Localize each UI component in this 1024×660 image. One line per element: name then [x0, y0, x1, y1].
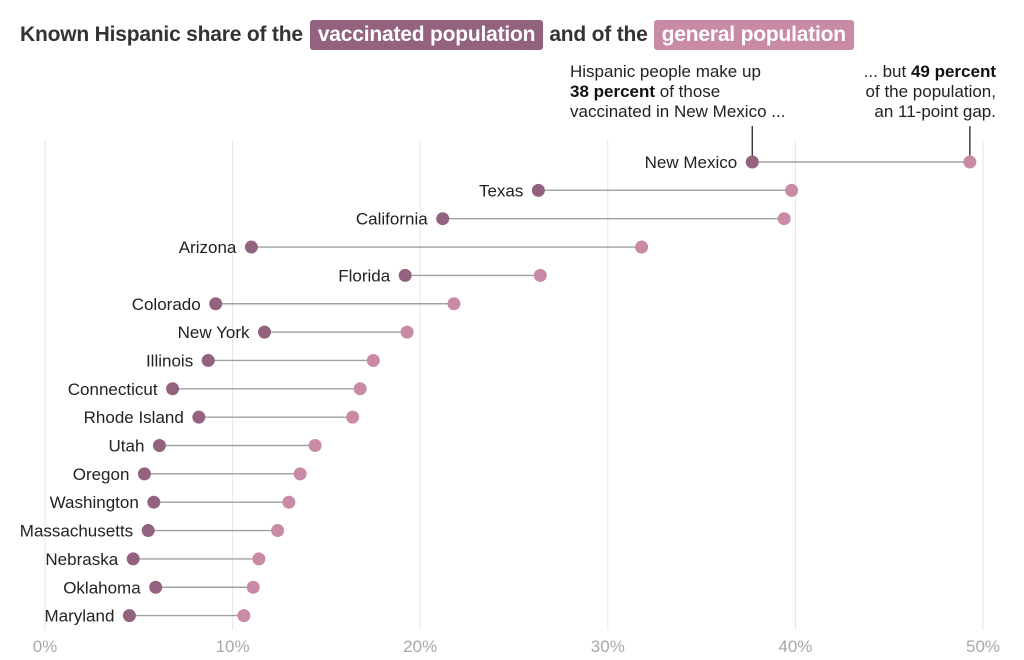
- dot-general-oregon: [293, 467, 307, 481]
- state-label-illinois: Illinois: [146, 351, 193, 370]
- state-label-new-york: New York: [178, 323, 250, 342]
- dot-general-maryland: [237, 609, 251, 623]
- state-label-connecticut: Connecticut: [68, 380, 158, 399]
- dot-vaccinated-texas: [531, 183, 545, 197]
- dot-vaccinated-washington: [147, 495, 161, 509]
- legend-chip-general: general population: [653, 20, 854, 50]
- dot-vaccinated-utah: [152, 439, 166, 452]
- state-label-colorado: Colorado: [132, 295, 201, 314]
- x-tick-label-40: 40%: [778, 637, 812, 656]
- dot-general-florida: [533, 268, 547, 282]
- dot-vaccinated-new-york: [257, 325, 271, 339]
- annotation-right-line2: of the population,: [865, 82, 996, 101]
- row-illinois: Illinois: [146, 351, 380, 370]
- dot-vaccinated-illinois: [201, 353, 215, 367]
- x-tick-label-20: 20%: [403, 637, 437, 656]
- annotation-left-bold: 38 percent: [570, 82, 656, 101]
- row-florida: Florida: [338, 266, 547, 285]
- state-label-oklahoma: Oklahoma: [63, 578, 141, 597]
- dot-general-illinois: [366, 353, 380, 367]
- title-middle: and of the: [549, 23, 648, 46]
- dot-general-connecticut: [353, 382, 367, 396]
- annotation-left-line1: Hispanic people make up: [570, 62, 761, 81]
- row-texas: Texas: [479, 181, 799, 200]
- dot-general-arizona: [635, 240, 649, 254]
- annotation-right-bold: 49 percent: [910, 62, 996, 81]
- dot-general-massachusetts: [271, 524, 285, 538]
- state-label-massachusetts: Massachusetts: [20, 522, 133, 541]
- dot-vaccinated-nebraska: [126, 552, 140, 566]
- grid-layer: [44, 140, 984, 630]
- row-washington: Washington: [50, 493, 296, 512]
- row-oregon: Oregon: [73, 465, 307, 484]
- state-label-california: California: [356, 210, 428, 229]
- row-maryland: Maryland: [44, 607, 251, 626]
- row-utah: Utah: [109, 437, 322, 456]
- row-massachusetts: Massachusetts: [20, 522, 285, 541]
- dot-general-texas: [785, 183, 799, 197]
- row-nebraska: Nebraska: [45, 550, 266, 569]
- state-label-rhode-island: Rhode Island: [84, 408, 184, 427]
- row-connecticut: Connecticut: [68, 380, 367, 399]
- dot-vaccinated-california: [436, 212, 450, 226]
- state-label-washington: Washington: [50, 493, 139, 512]
- annotation-right-line1-pre: ... but: [863, 62, 911, 81]
- row-new-york: New York: [178, 323, 414, 342]
- dot-vaccinated-colorado: [209, 297, 223, 311]
- dot-general-california: [777, 212, 791, 226]
- dot-general-oklahoma: [246, 580, 260, 594]
- state-label-maryland: Maryland: [44, 607, 114, 626]
- dot-vaccinated-new-mexico: [745, 155, 759, 169]
- row-colorado: Colorado: [132, 295, 461, 314]
- row-new-mexico: New Mexico: [645, 153, 977, 172]
- title-prefix: Known Hispanic share of the: [20, 23, 303, 46]
- chart-title: Known Hispanic share of the vaccinated p…: [20, 18, 860, 52]
- row-rhode-island: Rhode Island: [84, 408, 360, 427]
- dot-vaccinated-oregon: [137, 467, 151, 481]
- dot-vaccinated-oklahoma: [149, 580, 163, 594]
- annotation-vaccinated: Hispanic people make up 38 percent of th…: [570, 62, 830, 122]
- dot-general-nebraska: [252, 552, 266, 566]
- x-tick-label-30: 30%: [591, 637, 625, 656]
- x-tick-label-0: 0%: [33, 637, 58, 656]
- state-label-florida: Florida: [338, 266, 391, 285]
- dot-vaccinated-maryland: [122, 609, 136, 623]
- x-axis-ticks: 0% 10% 20% 30% 40% 50%: [33, 637, 1000, 656]
- annotation-right-line3: an 11-point gap.: [874, 102, 996, 121]
- annotation-left-line3: vaccinated in New Mexico ...: [570, 102, 786, 121]
- dot-general-rhode-island: [346, 410, 360, 424]
- rows-layer: New Mexico Texas California Arizona Florida C…: [20, 153, 977, 626]
- state-label-texas: Texas: [479, 181, 523, 200]
- annotation-left-line2: of those: [655, 82, 721, 101]
- dot-general-utah: [308, 439, 322, 452]
- x-tick-label-50: 50%: [966, 637, 1000, 656]
- dot-vaccinated-florida: [398, 268, 412, 282]
- dot-general-new-mexico: [963, 155, 977, 169]
- annotation-general: ... but 49 percent of the population, an…: [806, 62, 996, 122]
- state-label-oregon: Oregon: [73, 465, 130, 484]
- state-label-nebraska: Nebraska: [45, 550, 118, 569]
- x-tick-label-10: 10%: [216, 637, 250, 656]
- annotation-leaders: [751, 126, 971, 156]
- row-oklahoma: Oklahoma: [63, 578, 260, 597]
- dot-vaccinated-connecticut: [166, 382, 180, 396]
- dot-vaccinated-rhode-island: [192, 410, 206, 424]
- dot-general-colorado: [447, 297, 461, 311]
- state-label-arizona: Arizona: [179, 238, 237, 257]
- dot-general-new-york: [400, 325, 414, 339]
- dot-vaccinated-massachusetts: [141, 524, 155, 538]
- row-arizona: Arizona: [179, 238, 649, 257]
- row-california: California: [356, 210, 791, 229]
- dot-vaccinated-arizona: [244, 240, 258, 254]
- dot-general-washington: [282, 495, 296, 509]
- legend-chip-vaccinated: vaccinated population: [309, 20, 544, 50]
- state-label-utah: Utah: [109, 437, 145, 456]
- state-label-new-mexico: New Mexico: [645, 153, 738, 172]
